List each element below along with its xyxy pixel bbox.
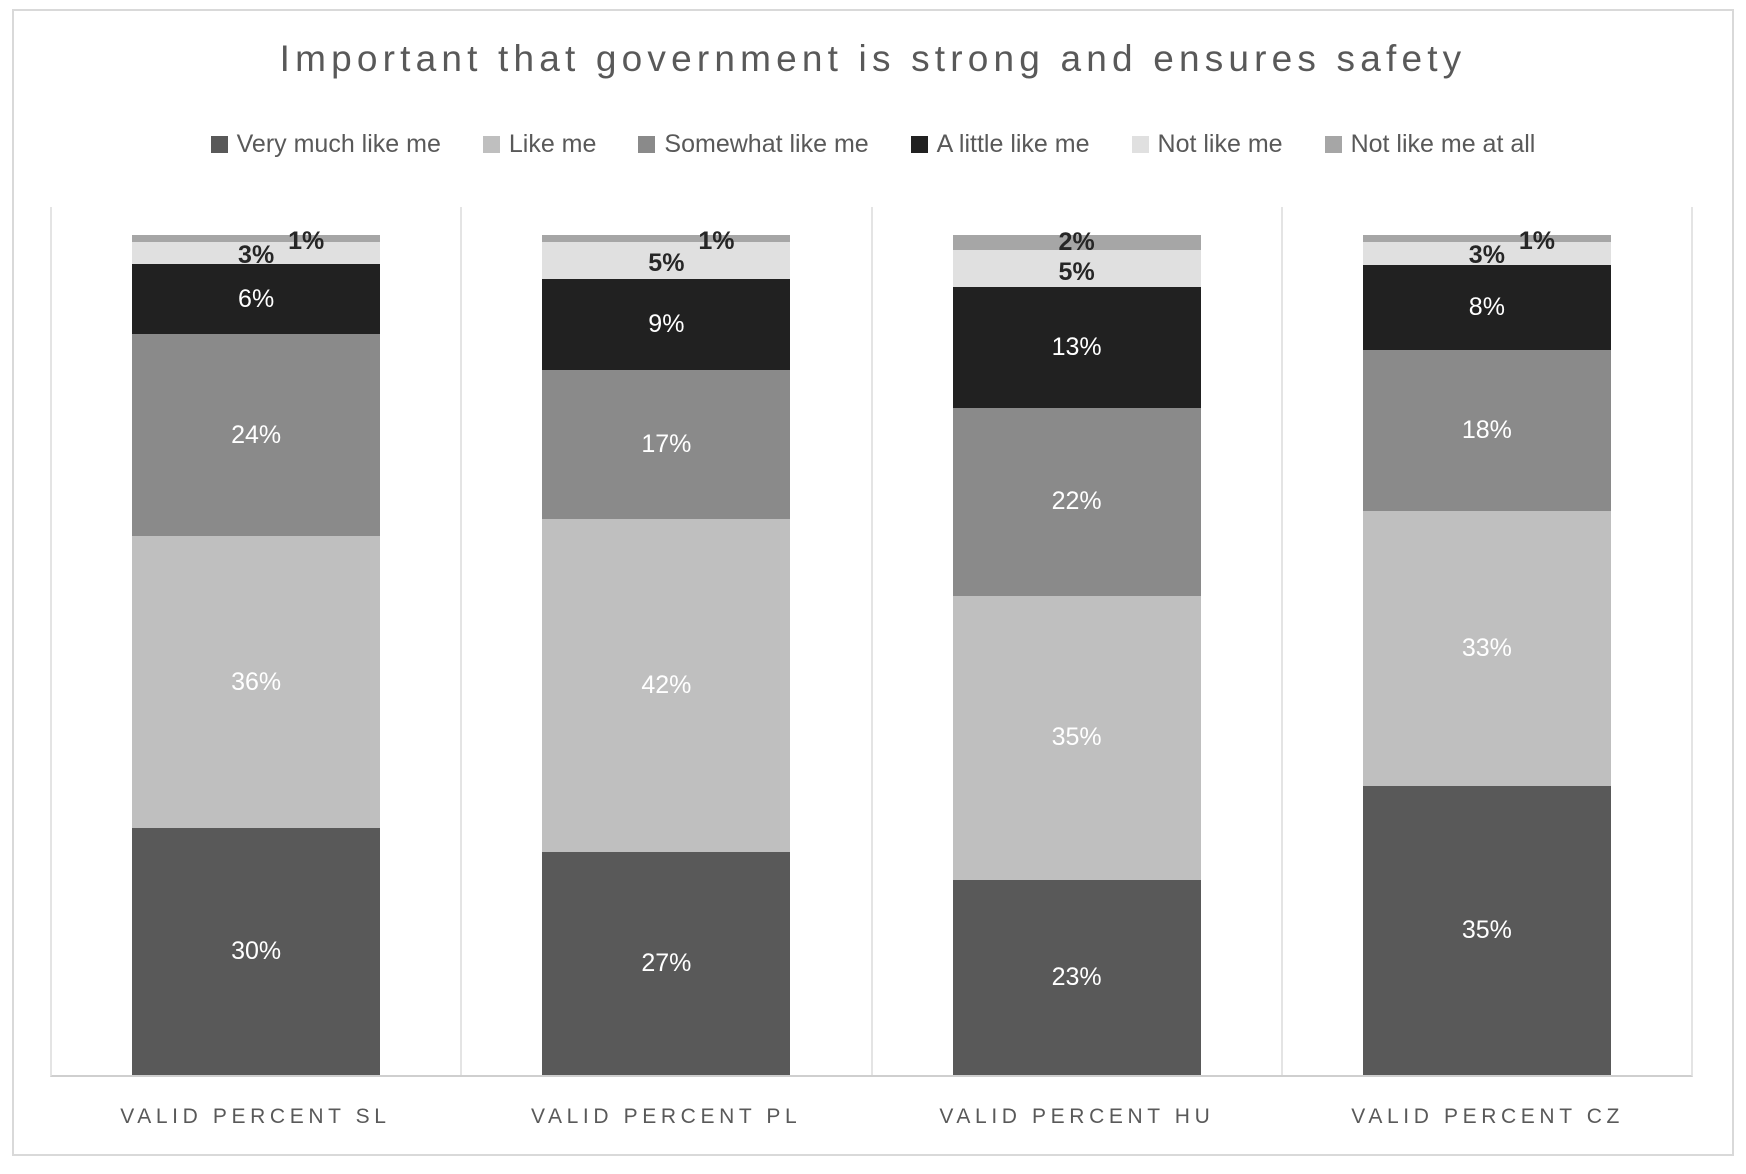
legend-swatch-icon — [210, 136, 228, 153]
bar-segment: 22% — [952, 407, 1201, 596]
legend-item: A little like me — [910, 130, 1090, 159]
stacked-bar: 2% 5% 13% 22% 35% 23% — [952, 229, 1201, 1075]
chart-title: Important that government is strong and … — [279, 38, 1467, 79]
segment-value-label: 27% — [641, 949, 692, 978]
category-label: VALID PERCENT CZ — [1351, 1105, 1624, 1128]
segment-value-label: 9% — [648, 309, 685, 338]
legend-item: Somewhat like me — [638, 130, 869, 159]
segment-value-label: 1% — [1518, 226, 1556, 255]
category-cell: 1% 3% 6% 24% 36% 30% — [52, 207, 460, 1075]
bar-segment — [1362, 234, 1611, 243]
category-cell: 1% 5% 9% 17% 42% 27% — [460, 207, 870, 1075]
category-cell: 2% 5% 13% 22% 35% 23% — [870, 207, 1281, 1075]
bar-segment: 17% — [542, 369, 791, 520]
segment-value-label: 5% — [1058, 257, 1095, 286]
bar-segment: 8% — [1362, 264, 1611, 351]
segment-value-label: 35% — [1051, 723, 1102, 752]
bar-segment: 35% — [1362, 785, 1611, 1075]
legend-swatch-icon — [482, 136, 500, 153]
bar-segment — [132, 242, 381, 265]
legend-item: Like me — [482, 130, 597, 159]
bar-segment: 6% — [132, 264, 381, 334]
legend-swatch-icon — [910, 136, 928, 153]
segment-value-label: 23% — [1051, 962, 1102, 991]
segment-value-label: 1% — [698, 226, 735, 255]
legend-item: Not like me at all — [1324, 130, 1536, 159]
category-label: VALID PERCENT SL — [120, 1105, 391, 1128]
legend-label: Somewhat like me — [664, 130, 869, 158]
segment-value-label: 33% — [1461, 633, 1512, 662]
category-label: VALID PERCENT PL — [530, 1105, 802, 1128]
bar-segment — [952, 249, 1201, 287]
segment-value-label: 24% — [231, 420, 282, 449]
segment-value-label: 35% — [1461, 915, 1512, 944]
bar-segment: 36% — [132, 536, 381, 828]
bar-segment — [542, 234, 791, 243]
bar-segment: 33% — [1362, 511, 1611, 786]
legend-item: Not like me — [1131, 130, 1283, 159]
segment-value-label: 13% — [1051, 332, 1102, 361]
bar-segment: 27% — [542, 852, 791, 1075]
category-cell: 1% 3% 8% 18% 33% 35% — [1280, 207, 1691, 1075]
segment-value-label: 18% — [1461, 416, 1512, 445]
legend: Very much like me Like me Somewhat like me… — [14, 130, 1732, 159]
segment-value-label: 3% — [238, 240, 275, 269]
segment-value-label: 17% — [641, 430, 692, 458]
legend-label: Like me — [508, 130, 597, 158]
stacked-bar: 1% 3% 8% 18% 33% 35% — [1362, 228, 1611, 1075]
category-axis: VALID PERCENT SL VALID PERCENT PL VALID PE… — [50, 1105, 1693, 1129]
legend-item: Very much like me — [210, 130, 441, 159]
segment-value-label: 6% — [238, 284, 275, 313]
bar-segment: 30% — [132, 827, 381, 1075]
bar-segment: 23% — [952, 879, 1201, 1075]
chart-frame: Important that government is strong and … — [12, 9, 1734, 1156]
legend-swatch-icon — [1324, 136, 1342, 153]
segment-value-label: 2% — [1058, 227, 1095, 256]
segment-value-label: 5% — [648, 248, 685, 277]
legend-swatch-icon — [638, 136, 656, 153]
segment-value-label: 22% — [1051, 487, 1102, 516]
segment-value-label: 3% — [1468, 240, 1505, 269]
stacked-bar: 1% 5% 9% 17% 42% 27% — [542, 228, 791, 1075]
legend-label: Very much like me — [236, 130, 441, 158]
bar-segment: 18% — [1362, 350, 1611, 512]
segment-value-label: 30% — [231, 936, 282, 965]
plot-area: 1% 3% 6% 24% 36% 30% 1% 5% 9% 17% 42% 27% 2% 5% 13% 22%… — [50, 207, 1693, 1077]
bar-segment: 42% — [542, 519, 791, 853]
bar-segment: 24% — [132, 333, 381, 537]
bar-segment: 35% — [952, 595, 1201, 880]
bar-segment — [132, 234, 381, 243]
segment-value-label: 42% — [641, 671, 692, 700]
legend-label: Not like me — [1157, 130, 1283, 158]
segment-value-label: 36% — [231, 667, 282, 696]
category-label: VALID PERCENT HU — [939, 1105, 1215, 1128]
bar-segment: 13% — [952, 286, 1201, 408]
legend-swatch-icon — [1131, 136, 1149, 153]
segment-value-label: 8% — [1468, 293, 1505, 322]
stacked-bar: 1% 3% 6% 24% 36% 30% — [132, 228, 381, 1075]
legend-label: A little like me — [936, 130, 1090, 158]
bar-segment — [952, 234, 1201, 250]
legend-label: Not like me at all — [1350, 130, 1536, 158]
bar-segment: 9% — [542, 278, 791, 370]
segment-value-label: 1% — [288, 226, 325, 255]
bar-segment — [542, 242, 791, 279]
bar-segment — [1362, 242, 1611, 265]
